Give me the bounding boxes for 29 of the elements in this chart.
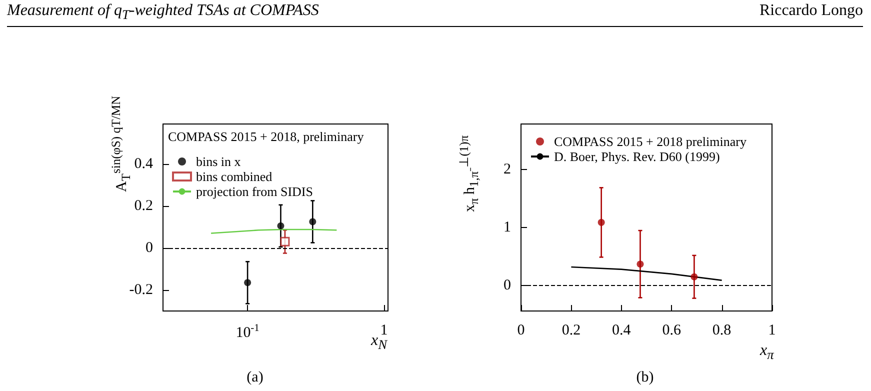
y-tick-label: 0.4	[134, 156, 154, 172]
x-tick-label: 0.8	[712, 322, 732, 338]
legend-label: bins in x	[196, 154, 242, 169]
legend-label: COMPASS 2015 + 2018 preliminary	[554, 134, 747, 149]
y-tick-label: 1	[504, 220, 511, 236]
x-axis-title: x$_{π}$	[760, 342, 774, 364]
y-tick-label: -0.2	[129, 282, 153, 298]
y-tick-label: 0	[504, 278, 511, 294]
legend-label: bins combined	[196, 169, 273, 184]
y-tick-label: 0.2	[134, 198, 153, 214]
legend-label: D. Boer, Phys. Rev. D60 (1999)	[554, 149, 720, 164]
point	[598, 218, 605, 226]
x-tick-label: 0.6	[662, 322, 682, 338]
x-tick-label: 0.4	[612, 322, 632, 338]
point	[636, 260, 644, 268]
x-tick-label: 1	[380, 322, 388, 338]
y-tick-label: 2	[504, 162, 511, 178]
x-tick-label: 1	[768, 322, 776, 338]
text: Measurement of q$_{T}$-weighted TSAs at COMPASS	[7, 2, 319, 24]
point	[690, 273, 698, 280]
text: (b)	[636, 370, 654, 386]
text: (a)	[246, 370, 264, 386]
text: Riccardo Longo	[759, 2, 863, 20]
legend-title: COMPASS 2015 + 2018, preliminary	[168, 129, 364, 144]
x-tick-label: 0	[517, 322, 525, 338]
x-tick-label: 0.2	[562, 322, 581, 338]
legend-label: projection from SIDIS	[196, 184, 313, 199]
y-tick-label: 0	[146, 240, 153, 256]
line-series	[570, 266, 722, 281]
